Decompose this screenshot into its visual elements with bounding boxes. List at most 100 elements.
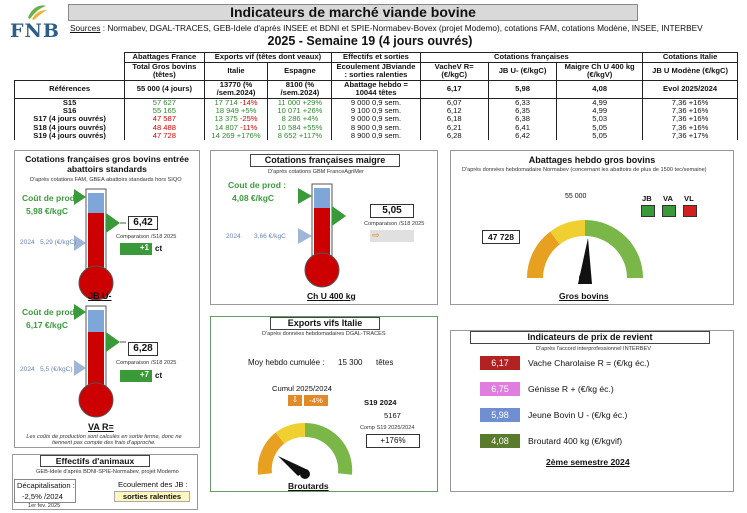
table-row: S16 55 165 18 949 +5% 10 071 +26% 9 100 0,9 … xyxy=(13,106,738,116)
maigre-source: D'après cotations GBM FranceAgriMer xyxy=(268,169,364,175)
cell-vv: 6,28 xyxy=(419,131,489,140)
cell-jb: 6,41 xyxy=(487,123,558,132)
leaf-icon xyxy=(28,5,47,20)
espagne-value: 8 652 xyxy=(277,130,297,140)
cell-mg: 4,99 xyxy=(556,98,644,108)
arrow-down-icon: ⇩ xyxy=(288,395,302,406)
cell-abattages: 47 728 xyxy=(124,131,205,140)
exports-comp-label: Comp S19 2025/2024 xyxy=(360,425,415,431)
col-header: Italie xyxy=(203,61,269,81)
modene-evol: +16% xyxy=(688,106,709,116)
espagne-pct: +117% xyxy=(298,130,323,140)
cell-abattages: 57 627 xyxy=(124,98,205,108)
espagne-value: 8 286 xyxy=(281,114,301,124)
ref-cell: Evol 2025/2024 xyxy=(642,79,738,99)
prix-label: Génisse R + (€/kg éc.) xyxy=(528,384,614,394)
ref-cell: 6,17 xyxy=(419,79,489,99)
abattages-value: 47 728 xyxy=(482,230,520,244)
gros-panel-title: Cotations françaises gros bovins entrée … xyxy=(25,154,189,174)
cell-abattages: 55 165 xyxy=(124,106,205,116)
exports-source: D'après données hebdomadaires DGAL-TRACE… xyxy=(262,331,386,337)
abattages-target: 55 000 xyxy=(565,193,587,200)
row-label-references: Références xyxy=(13,79,126,99)
ref-cell: 5,98 xyxy=(487,79,558,99)
decap-date: 1er fev. 2025 xyxy=(28,503,61,509)
effectifs-sem: 0,9 sem. xyxy=(371,106,402,116)
abattages-gauge xyxy=(527,220,643,284)
exports-comp-value: +176% xyxy=(366,434,420,448)
flag-box-vl xyxy=(683,205,697,217)
exports-cumul-pct: -4% xyxy=(304,395,328,406)
gros-source: D'après cotations FAM, GBEA abattoirs st… xyxy=(30,177,182,183)
italie-pct: -14% xyxy=(239,97,258,107)
thermo-maigre xyxy=(298,183,346,288)
thermo-jb xyxy=(74,188,126,301)
prix-source: D'après l'accord interprofessionnel INTE… xyxy=(536,346,651,352)
va-cost-label: Coût de prod : xyxy=(22,307,81,317)
cell-modene: 7,36 +17% xyxy=(642,131,738,140)
col-header: Total Gros bovins (têtes) xyxy=(124,61,205,81)
jb-cost-label: Coût de prod : xyxy=(22,193,81,203)
effectifs-sem: 0,9 sem. xyxy=(371,122,402,132)
ref-cell: Abattage hebdo = 10044 têtes xyxy=(331,79,421,99)
exports-cumul-unit: têtes xyxy=(376,358,394,367)
effectifs-value: 8 900 xyxy=(350,130,370,140)
italie-value: 14 807 xyxy=(214,122,238,132)
col-header: VacheV R= (€/kgC) xyxy=(419,61,489,81)
prix-title: Indicateurs de prix de revient xyxy=(470,331,710,344)
effectifs-sem: 0,9 sem. xyxy=(371,97,402,107)
flag-label-vl: VL xyxy=(684,194,694,203)
prix-label: Jeune Bovin U - (€/kg éc.) xyxy=(528,410,628,420)
cell-jb: 6,38 xyxy=(487,115,558,124)
va-cost-value: 6,17 €/kgC xyxy=(26,320,69,330)
cell-modene: 7,36 +16% xyxy=(642,122,738,132)
jb-delta: +1 xyxy=(120,243,152,255)
cell-jb: 6,35 xyxy=(487,106,558,116)
ref-cell: 8100 (% /sem.2024) xyxy=(267,79,333,99)
panel-abattages xyxy=(450,150,734,305)
cell-mg: 4,99 xyxy=(556,106,644,116)
prix-value: 4,08 xyxy=(480,434,520,448)
italie-value: 13 375 xyxy=(214,114,238,124)
logo-text: FNB xyxy=(10,20,60,42)
table-row: S18 (4 jours ouvrés) 48 488 14 807 -11% 10 … xyxy=(13,122,738,132)
maigre-2024-value: 3,66 €/kgC xyxy=(254,233,286,240)
sources-text: : Normabev, DGAL-TRACES, GEB-Idele d'apr… xyxy=(100,23,703,33)
prix-row: 6,17 Vache Charolaise R = (€/kg éc.) xyxy=(480,356,649,370)
espagne-pct: +29% xyxy=(302,97,323,107)
prix-row: 5,98 Jeune Bovin U - (€/kg éc.) xyxy=(480,408,627,422)
maigre-cost-value: 4,08 €/kgC xyxy=(232,193,275,203)
cell-modene: 7,36 +16% xyxy=(642,98,738,108)
jb-delta-unit: ct xyxy=(155,244,163,253)
panel-effectifs xyxy=(12,454,198,510)
col-header: JB U- (€/kgC) xyxy=(487,61,558,81)
effectifs-sem: 0,9 sem. xyxy=(371,114,402,124)
ecoul-label: Ecoulement des JB : xyxy=(118,480,188,489)
col-header: Ecoulement JBviande : sorties ralenties xyxy=(331,61,421,81)
abattages-source: D'après données hebdomadaire Normabev (c… xyxy=(462,167,707,173)
prix-period: 2ème semestre 2024 xyxy=(546,457,630,467)
jb-cost-value: 5,98 €/kgC xyxy=(26,206,69,216)
effectifs-value: 9 000 xyxy=(350,97,370,107)
maigre-title: Cotations françaises maigre xyxy=(250,154,400,167)
ecoul-value: sorties ralenties xyxy=(114,491,190,502)
maigre-delta-arrow-icon: ⇨ xyxy=(370,230,414,242)
exports-name: Broutards xyxy=(288,481,329,491)
italie-pct: -25% xyxy=(239,114,258,124)
col-header: JB U Modène (€/kgC) xyxy=(642,61,738,81)
jb-2024-label: 2024 xyxy=(20,239,35,246)
row-label: S19 (4 jours ouvrés) xyxy=(13,131,126,140)
va-2024-value: 5,5 (€/kgC) xyxy=(40,366,73,373)
cell-jb: 6,42 xyxy=(487,131,558,140)
week-subtitle: 2025 - Semaine 19 (4 jours ouvrés) xyxy=(267,34,473,48)
italie-value: 18 949 xyxy=(215,106,239,116)
cell-modene: 7,36 +16% xyxy=(642,106,738,116)
jb-name: JB U- xyxy=(88,291,112,301)
modene-value: 7,36 xyxy=(671,122,687,132)
ref-cell: 13770 (% /sem.2024) xyxy=(203,79,269,99)
exports-gauge xyxy=(257,422,353,479)
cell-effectifs: 8 900 0,9 sem. xyxy=(331,130,421,140)
decap-box xyxy=(14,479,76,503)
maigre-comp-label: Comparaison /S18 2025 xyxy=(364,221,425,227)
cell-espagne: 8 652 +117% xyxy=(267,130,333,140)
